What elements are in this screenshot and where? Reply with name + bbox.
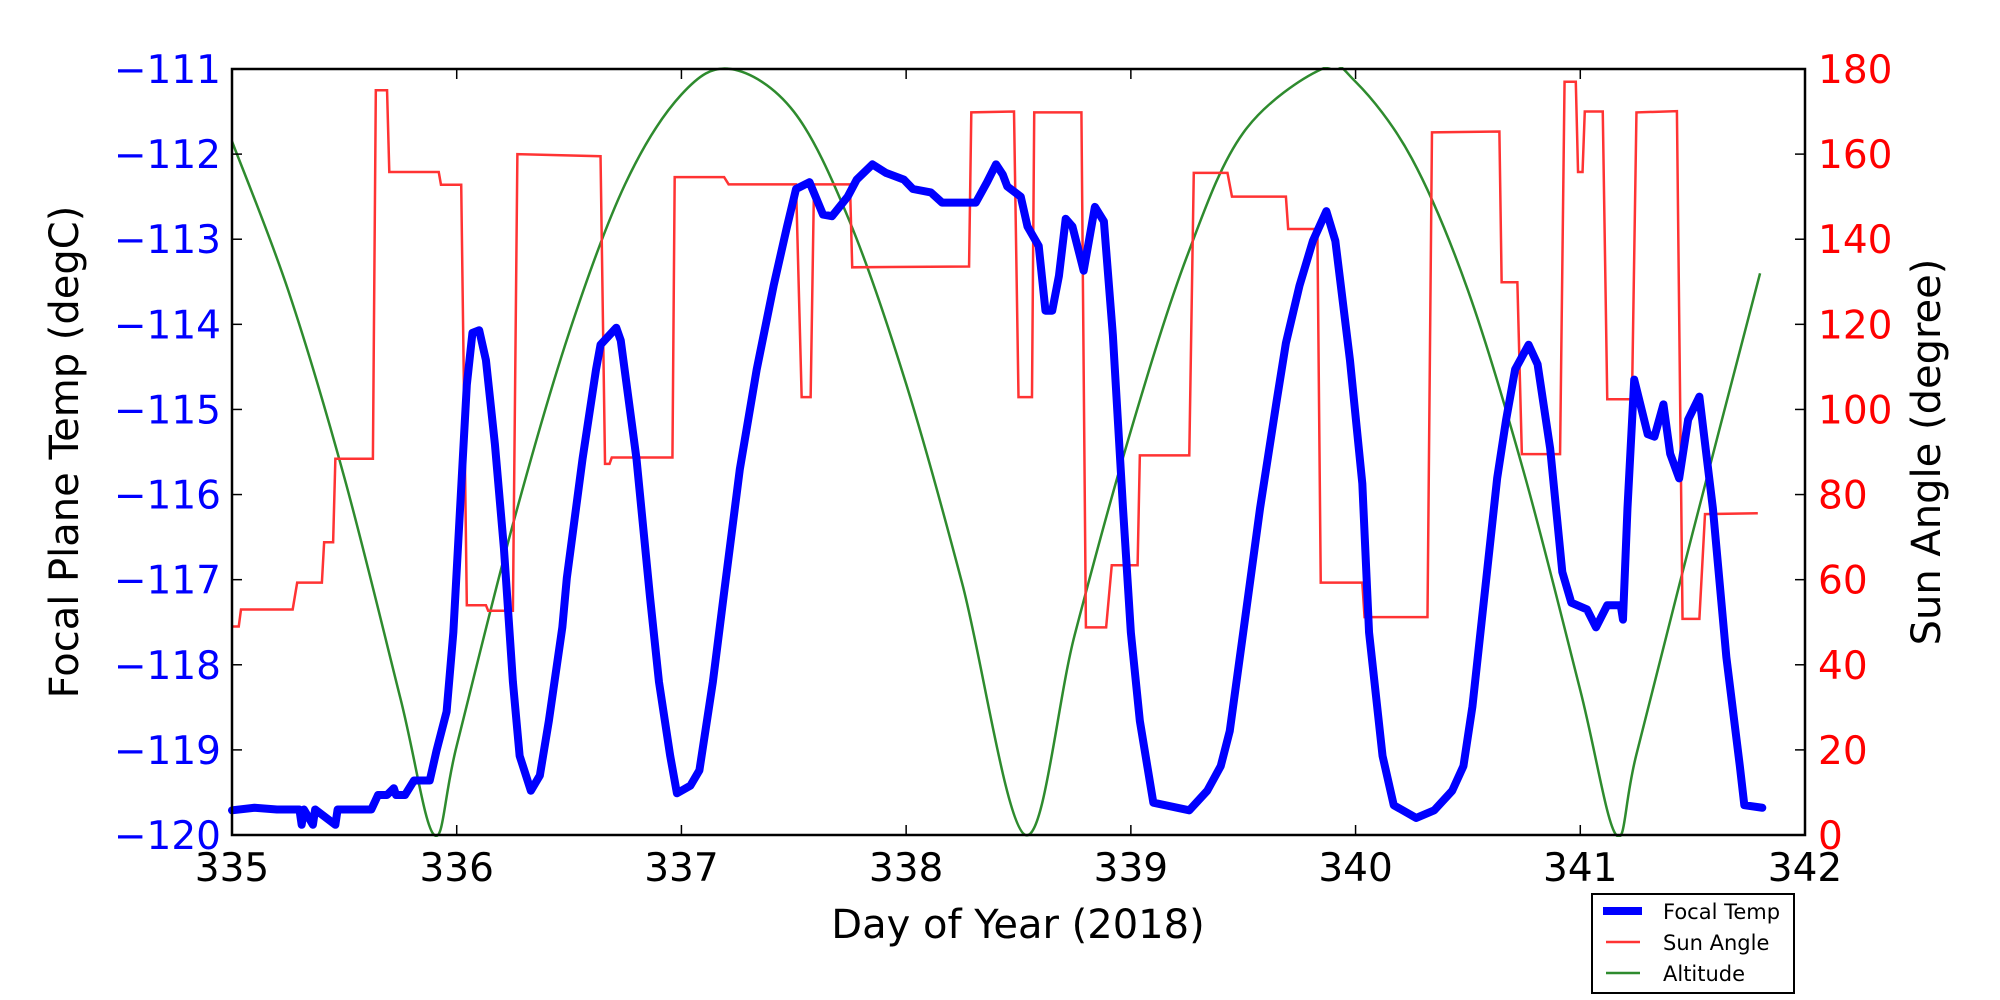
legend-label-focal-temp: Focal Temp <box>1663 900 1780 924</box>
x-tick-label: 339 <box>1094 846 1168 891</box>
y-right-tick-label: 180 <box>1818 48 1892 93</box>
y-left-tick-label: −119 <box>114 729 221 774</box>
y-right-tick-label: 140 <box>1818 218 1892 263</box>
y-right-tick-label: 100 <box>1818 388 1892 433</box>
y-left-tick-label: −113 <box>114 218 221 263</box>
y-left-tick-label: −112 <box>114 133 221 178</box>
ticks-layer: 335 336 337 338 339 340 341 342 −120 −119 −118 −117… <box>114 48 1893 891</box>
x-tick-label: 335 <box>195 846 269 891</box>
y-right-tick-label: 60 <box>1818 559 1868 604</box>
x-tick-label: 341 <box>1543 846 1617 891</box>
y-left-tick-label: −115 <box>114 388 221 433</box>
y-right-tick-label: 80 <box>1818 474 1868 519</box>
y-left-tick-label: −118 <box>114 644 221 689</box>
series-layer <box>228 67 1767 837</box>
series-sun-angle-line <box>232 80 1758 629</box>
x-tick-label: 342 <box>1768 846 1842 891</box>
x-tick-label: 336 <box>419 846 493 891</box>
y-right-tick-label: 40 <box>1818 644 1868 689</box>
y-axis-left-label: Focal Plane Temp (degC) <box>42 206 88 699</box>
legend: Focal Temp Sun Angle Altitude <box>1591 893 1795 994</box>
y-left-tick-label: −111 <box>114 48 221 93</box>
x-axis-label: Day of Year (2018) <box>831 902 1204 948</box>
y-left-tick-label: −114 <box>114 303 221 348</box>
plot-frame <box>230 67 1807 837</box>
y-axis-right-label: Sun Angle (degree) <box>1904 259 1950 646</box>
y-right-tick-label: 120 <box>1818 303 1892 348</box>
x-tick-label: 338 <box>869 846 943 891</box>
x-tick-label: 340 <box>1318 846 1392 891</box>
y-left-tick-label: −120 <box>114 814 221 859</box>
legend-label-sun-angle: Sun Angle <box>1663 931 1769 955</box>
legend-label-altitude: Altitude <box>1663 962 1745 986</box>
y-right-tick-label: 160 <box>1818 133 1892 178</box>
y-right-tick-label: 0 <box>1818 814 1843 859</box>
y-right-tick-label: 20 <box>1818 729 1868 774</box>
y-left-tick-label: −116 <box>114 474 221 519</box>
y-left-tick-label: −117 <box>114 559 221 604</box>
series-altitude-line <box>232 67 1762 837</box>
series-focal-temp-line <box>228 160 1767 829</box>
x-tick-label: 337 <box>644 846 718 891</box>
